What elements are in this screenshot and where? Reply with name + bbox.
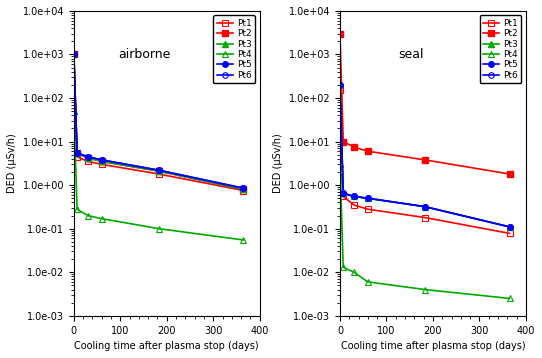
Pt4 [365, 280, 371, 284]
Pt6 [337, 83, 343, 87]
Pt6 [422, 204, 428, 209]
Pt2 [85, 156, 91, 160]
Pt4 [506, 296, 513, 301]
Pt1 [506, 231, 513, 236]
Pt2 [365, 149, 371, 153]
Pt2 [506, 172, 513, 176]
Pt1 [240, 188, 247, 193]
Y-axis label: DED (μSv/h): DED (μSv/h) [273, 134, 283, 193]
Pt1 [365, 207, 371, 211]
Pt1 [70, 52, 77, 57]
Pt6 [70, 52, 77, 57]
Pt2 [351, 145, 357, 149]
Pt5 [337, 83, 343, 87]
Line: Pt4: Pt4 [71, 108, 246, 243]
Pt2 [74, 151, 80, 155]
Pt2 [422, 158, 428, 162]
Pt6 [240, 186, 247, 190]
Legend: Pt1, Pt2, Pt3, Pt4, Pt5, Pt6: Pt1, Pt2, Pt3, Pt4, Pt5, Pt6 [214, 15, 255, 83]
Pt5 [351, 194, 357, 199]
Pt4 [70, 109, 77, 113]
Pt2 [337, 32, 343, 36]
Pt5 [422, 204, 428, 209]
Pt2 [340, 139, 346, 144]
Pt4 [337, 162, 343, 166]
Pt4 [422, 287, 428, 292]
Legend: Pt1, Pt2, Pt3, Pt4, Pt5, Pt6: Pt1, Pt2, Pt3, Pt4, Pt5, Pt6 [480, 15, 521, 83]
Pt4 [74, 207, 80, 211]
Line: Pt5: Pt5 [337, 82, 512, 230]
Pt5 [99, 158, 105, 162]
Pt2 [70, 52, 77, 57]
Pt6 [99, 158, 105, 162]
Line: Pt2: Pt2 [71, 52, 246, 192]
Pt3 [506, 225, 513, 229]
Pt5 [74, 151, 80, 155]
Pt6 [156, 168, 162, 172]
Pt3 [74, 151, 80, 155]
Pt1 [156, 172, 162, 176]
Pt4 [99, 217, 105, 221]
Pt5 [365, 196, 371, 200]
Line: Pt1: Pt1 [71, 52, 246, 193]
Line: Pt4: Pt4 [337, 161, 512, 301]
Pt3 [351, 194, 357, 199]
Line: Pt3: Pt3 [71, 108, 246, 192]
X-axis label: Cooling time after plasma stop (days): Cooling time after plasma stop (days) [74, 341, 259, 351]
Pt3 [70, 109, 77, 113]
Pt5 [70, 52, 77, 57]
Pt6 [365, 196, 371, 200]
Pt1 [99, 162, 105, 166]
Pt5 [156, 168, 162, 172]
Text: seal: seal [398, 48, 423, 61]
Pt4 [340, 265, 346, 270]
Pt1 [351, 203, 357, 207]
Pt1 [337, 88, 343, 92]
Pt6 [340, 191, 346, 195]
Pt2 [99, 159, 105, 164]
Pt6 [74, 151, 80, 155]
Pt6 [85, 155, 91, 159]
Pt6 [506, 225, 513, 229]
X-axis label: Cooling time after plasma stop (days): Cooling time after plasma stop (days) [340, 341, 525, 351]
Pt4 [240, 238, 247, 242]
Pt1 [85, 159, 91, 164]
Pt3 [340, 191, 346, 195]
Pt4 [156, 227, 162, 231]
Pt5 [340, 191, 346, 195]
Line: Pt1: Pt1 [337, 88, 512, 236]
Line: Pt2: Pt2 [337, 31, 512, 177]
Pt5 [85, 155, 91, 159]
Text: airborne: airborne [118, 48, 171, 61]
Line: Pt5: Pt5 [71, 52, 246, 191]
Pt3 [99, 159, 105, 164]
Pt2 [156, 169, 162, 173]
Pt3 [365, 196, 371, 200]
Pt3 [156, 169, 162, 173]
Pt5 [506, 225, 513, 229]
Pt3 [422, 204, 428, 209]
Pt5 [240, 186, 247, 190]
Y-axis label: DED (μSv/h): DED (μSv/h) [7, 134, 17, 193]
Pt3 [240, 187, 247, 192]
Pt3 [85, 156, 91, 160]
Pt3 [337, 162, 343, 166]
Pt2 [240, 187, 247, 192]
Pt6 [351, 194, 357, 199]
Line: Pt6: Pt6 [71, 52, 246, 191]
Pt1 [340, 194, 346, 199]
Pt4 [85, 213, 91, 218]
Line: Pt6: Pt6 [337, 82, 512, 230]
Pt1 [422, 216, 428, 220]
Pt4 [351, 270, 357, 274]
Line: Pt3: Pt3 [337, 161, 512, 230]
Pt1 [74, 155, 80, 159]
